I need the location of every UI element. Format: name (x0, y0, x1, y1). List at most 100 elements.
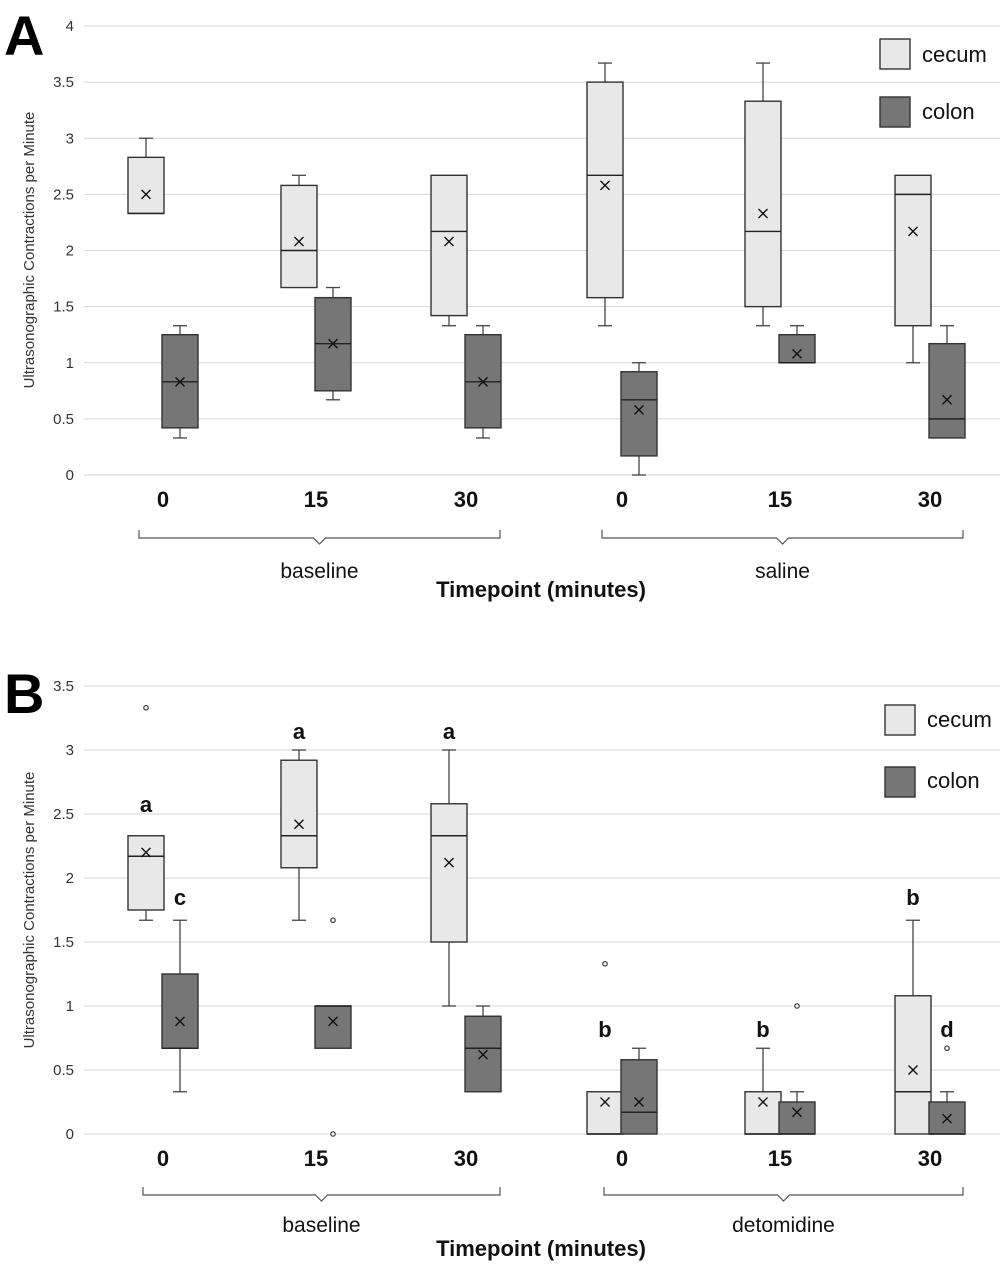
group-label: baseline (280, 560, 358, 583)
y-tick-label: 3.5 (53, 678, 74, 695)
box-iqr (894, 174, 932, 327)
x-tick-label: 0 (616, 487, 628, 512)
outlier-point (330, 1131, 336, 1137)
x-tick-label: 15 (768, 487, 792, 512)
x-tick-label: 30 (454, 1146, 478, 1171)
significance-letter: b (756, 1017, 769, 1042)
box-iqr (127, 156, 165, 215)
mean-marker (328, 338, 338, 349)
x-tick-label: 30 (454, 487, 478, 512)
significance-letter: d (940, 1017, 953, 1042)
box-iqr (744, 1091, 782, 1135)
panel-A: 0 0.5 1 1.5 2 2.5 3 3.5 4 A Ultrasonographic Contr… (4, 4, 1000, 602)
box-iqr (280, 759, 318, 869)
box-cecum-1 (280, 749, 318, 921)
x-axis-title: Timepoint (minutes) (436, 1236, 646, 1261)
group-label: detomidine (732, 1214, 835, 1237)
mean-marker (600, 180, 610, 191)
mean-marker (942, 394, 952, 405)
box-iqr (127, 835, 165, 911)
box-iqr (586, 81, 624, 299)
box-iqr (430, 174, 468, 317)
mean-marker (942, 1113, 952, 1124)
legend-swatch (879, 38, 911, 70)
mean-marker (634, 404, 644, 415)
x-tick-label: 15 (768, 1146, 792, 1171)
box-iqr (778, 1101, 816, 1135)
y-tick-label: 0 (66, 1126, 74, 1143)
legend-label: colon (927, 768, 980, 793)
mean-marker (758, 208, 768, 219)
y-tick-label: 0.5 (53, 1062, 74, 1079)
group-bracket (601, 530, 964, 545)
mean-marker (175, 1016, 185, 1027)
box-iqr (778, 333, 816, 364)
box-cecum-1 (280, 174, 318, 289)
y-tick-label: 1 (66, 998, 74, 1015)
significance-letter: c (174, 885, 186, 910)
mean-marker (792, 348, 802, 359)
box-colon-3 (620, 1047, 658, 1135)
outlier-point (602, 960, 608, 967)
significance-letter: b (598, 1017, 611, 1042)
box-iqr (620, 371, 658, 457)
box-cecum-5 (894, 174, 932, 364)
box-cecum-4 (744, 1047, 782, 1135)
mean-marker (141, 847, 151, 858)
y-tick-label: 2.5 (53, 186, 74, 203)
box-colon-3 (620, 362, 658, 476)
mean-marker (758, 1097, 768, 1107)
y-tick-label: 2.5 (53, 806, 74, 823)
panel-letter: B (4, 662, 44, 725)
x-axis-title: Timepoint (minutes) (436, 577, 646, 602)
box-cecum-2 (430, 174, 468, 327)
y-tick-label: 3 (66, 742, 74, 759)
mean-marker (600, 1097, 610, 1107)
significance-letter: a (443, 719, 456, 744)
box-colon-4 (778, 325, 816, 364)
outlier-point (330, 917, 336, 924)
group-label: baseline (282, 1214, 360, 1237)
outlier-point (143, 704, 149, 711)
outlier-point (794, 1003, 800, 1009)
outlier-point (944, 1045, 950, 1052)
mean-marker (175, 376, 185, 387)
mean-marker (792, 1107, 802, 1118)
y-axis-title: Ultrasonographic Contractions per Minute (21, 772, 38, 1049)
x-tick-label: 0 (616, 1146, 628, 1171)
y-tick-label: 3.5 (53, 74, 74, 91)
x-tick-label: 30 (918, 487, 942, 512)
box-iqr (280, 184, 318, 289)
box-iqr (620, 1059, 658, 1135)
x-tick-label: 30 (918, 1146, 942, 1171)
mean-marker (478, 1049, 488, 1060)
y-tick-label: 1.5 (53, 934, 74, 951)
legend-swatch (884, 704, 916, 736)
mean-marker (294, 819, 304, 830)
box-iqr (586, 1091, 624, 1135)
legend-label: cecum (922, 42, 987, 67)
y-tick-label: 4 (66, 18, 74, 35)
box-cecum-2 (430, 749, 468, 1007)
box-cecum-3 (586, 960, 624, 1135)
significance-letter: a (293, 719, 306, 744)
box-iqr (314, 1005, 352, 1049)
legend-label: cecum (927, 707, 992, 732)
significance-letter: b (906, 885, 919, 910)
group-bracket (603, 1187, 964, 1202)
mean-marker (444, 236, 454, 247)
x-tick-label: 0 (157, 487, 169, 512)
box-colon-1 (314, 917, 352, 1137)
legend: cecum colon (879, 38, 987, 128)
mean-marker (294, 236, 304, 247)
significance-letter: a (140, 792, 153, 817)
group-bracket (142, 1187, 501, 1202)
box-cecum-4 (744, 62, 782, 327)
box-colon-1 (314, 286, 352, 401)
box-colon-2 (464, 1005, 502, 1093)
mean-marker (328, 1016, 338, 1027)
mean-marker (141, 189, 151, 200)
legend-swatch (879, 96, 911, 128)
box-cecum-5 (894, 919, 932, 1135)
